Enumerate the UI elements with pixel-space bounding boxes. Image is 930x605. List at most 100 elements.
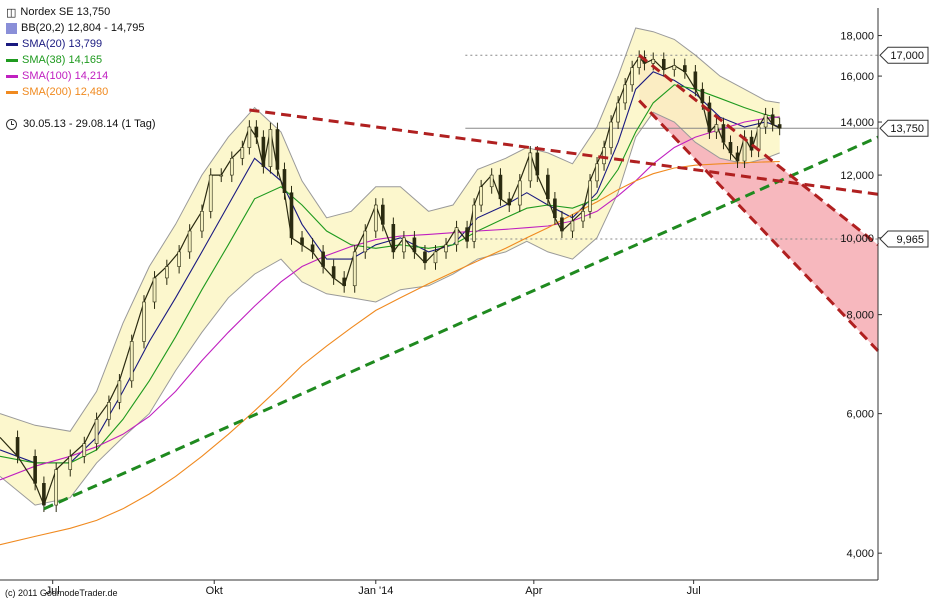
price-candle-body [142, 301, 146, 342]
y-tick-label: 14,000 [840, 117, 874, 129]
price-candle-body [219, 174, 224, 177]
price-candle-body [82, 443, 87, 457]
channel-upper-line [638, 54, 879, 246]
price-candle-body [763, 114, 768, 128]
y-tick-label: 10,000 [840, 233, 874, 245]
y-tick-label: 18,000 [840, 31, 874, 43]
price-candle-body [609, 121, 613, 148]
price-candle-body [331, 266, 336, 279]
price-candle-body [321, 251, 325, 267]
legend-swatch [6, 74, 18, 78]
series-line [0, 84, 780, 464]
bollinger-upper [0, 27, 780, 432]
price-label: 17,000 [890, 50, 924, 62]
date-range: 30.05.13 - 29.08.14 (1 Tag) [6, 118, 156, 130]
y-tick-label: 6,000 [846, 409, 874, 421]
price-candle-body [208, 174, 213, 212]
legend-label: SMA(100) 14,214 [22, 70, 109, 82]
price-candle-body [546, 174, 550, 200]
price-candle-body [528, 152, 533, 182]
legend-swatch [6, 58, 18, 62]
price-candle-body [651, 58, 656, 64]
y-tick-label: 12,000 [840, 170, 874, 182]
x-tick-label: Jul [46, 585, 60, 597]
price-candle-body [282, 169, 287, 194]
price-candle-body [661, 58, 666, 70]
price-label-box [879, 119, 929, 137]
price-label-box [879, 230, 929, 248]
price-candle-body [261, 136, 266, 167]
price-candle-body [630, 67, 634, 86]
price-candle-body [381, 204, 385, 225]
chart-type-icon: ◫ [6, 6, 17, 19]
price-candle-body [240, 147, 245, 159]
price-candle-body [728, 141, 733, 154]
legend-item: SMA(200) 12,480 [6, 84, 145, 100]
price-candle-body [777, 124, 782, 129]
price-candle-body [683, 65, 687, 73]
copyright-notice: (c) 2011 GodmodeTrader.de [5, 588, 118, 598]
price-candle-body [423, 251, 427, 264]
price-candle-body [637, 56, 641, 68]
price-candle-body [352, 251, 357, 287]
price-label-box [879, 46, 929, 64]
chart-legend: ◫ Nordex SE 13,750 BB(20,2) 12,804 - 14,… [6, 4, 145, 100]
price-candle-body [310, 244, 315, 253]
price-candle-body [54, 469, 58, 506]
price-candle-body [254, 126, 259, 138]
series-line [0, 161, 780, 546]
price-label: 9,965 [896, 234, 924, 246]
price-candle-body [402, 237, 406, 253]
price-candle-body [342, 277, 346, 287]
legend-label: BB(20,2) 12,804 - 14,795 [21, 22, 145, 34]
bollinger-lower [0, 111, 780, 506]
price-label: 13,750 [890, 123, 924, 135]
moving-averages [0, 71, 780, 546]
price-candle-body [33, 456, 37, 484]
legend-title-row: ◫ Nordex SE 13,750 [6, 4, 145, 20]
bollinger-band [0, 27, 780, 506]
price-candle-body [570, 220, 575, 232]
price-candle-body [588, 180, 592, 212]
x-tick-label: Apr [525, 585, 542, 597]
price-candle-body [117, 380, 122, 403]
price-candle-body [489, 174, 494, 188]
price-candle-body [68, 456, 73, 470]
price-candle-body [444, 244, 448, 253]
price-candle-body [129, 341, 134, 382]
price-candle-body [187, 230, 192, 253]
price-candle-body [94, 419, 99, 444]
price-candle-body [517, 180, 522, 206]
x-tick-label: Jul [687, 585, 701, 597]
price-candle-body [454, 227, 459, 246]
price-candle-body [42, 483, 46, 506]
y-tick-label: 16,000 [840, 71, 874, 83]
price-candle-body [707, 102, 712, 133]
legend-item: SMA(100) 14,214 [6, 68, 145, 84]
price-candle-body [268, 129, 273, 167]
price-candle-body [247, 126, 252, 148]
trendlines [43, 54, 880, 511]
price-candle-body [700, 88, 705, 104]
price-candle-body [507, 198, 512, 206]
price-series [0, 50, 782, 513]
price-candle-body [107, 402, 111, 420]
price-candle-body [560, 217, 564, 232]
legend-swatch [6, 22, 17, 34]
legend-swatch [6, 90, 18, 94]
price-candle-body [714, 124, 719, 133]
bollinger-fill [0, 28, 780, 506]
resistance-trendline [249, 108, 879, 196]
price-candle-body [553, 198, 557, 219]
legend-title: Nordex SE 13,750 [20, 6, 111, 18]
price-candle-body [735, 152, 740, 162]
support-trendline [43, 135, 879, 511]
price-candle-body [616, 102, 620, 123]
legend-item: BB(20,2) 12,804 - 14,795 [6, 20, 145, 36]
price-candle-body [289, 192, 294, 239]
price-candle-body [465, 227, 469, 242]
price-candle-body [602, 147, 606, 165]
price-candle-body [373, 204, 378, 232]
